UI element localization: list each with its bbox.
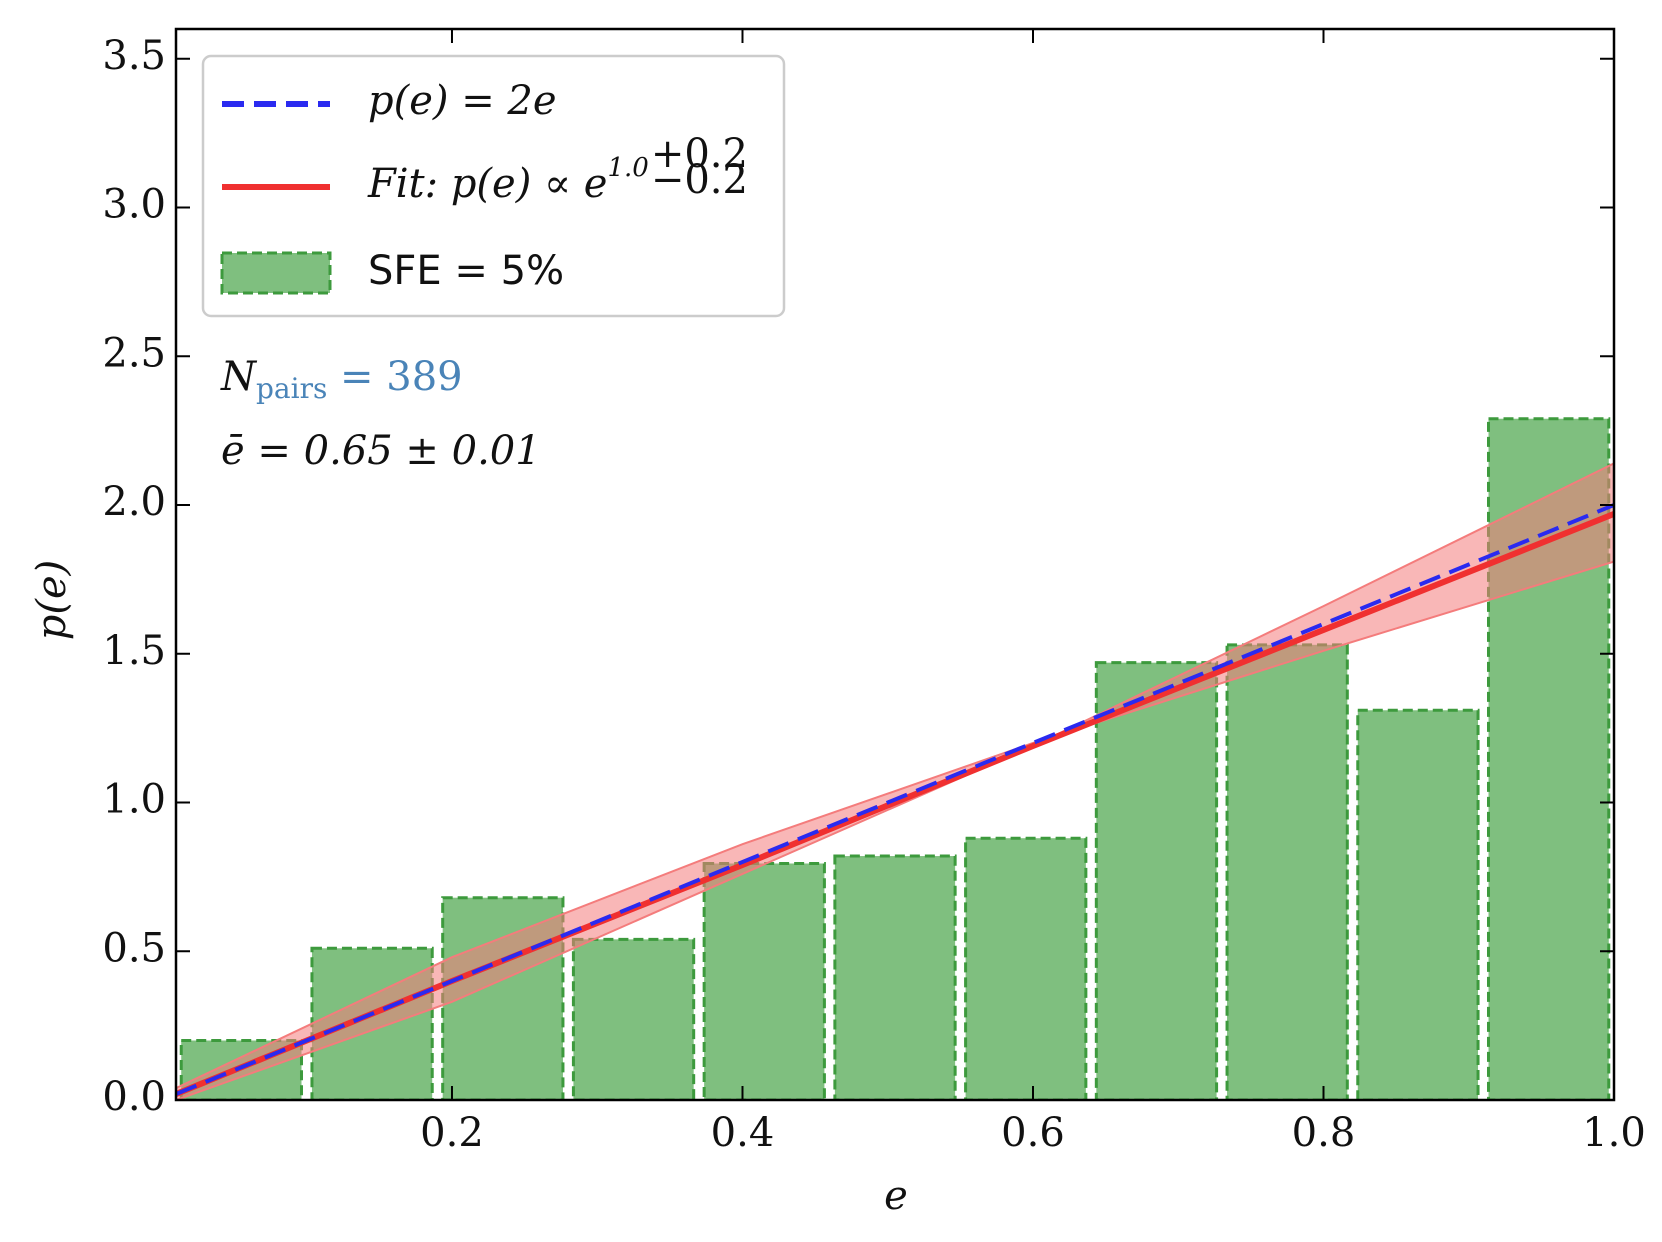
y-axis-label: p(e) [29, 560, 75, 641]
line [176, 503, 1614, 1096]
histogram-bar [702, 861, 826, 1100]
annotation: ē = 0.65 ± 0.01 [221, 428, 541, 474]
y-tick-label: 3.5 [102, 33, 166, 79]
y-tick-label: 3.0 [102, 182, 166, 228]
x-tick-label: 0.8 [1292, 1110, 1356, 1156]
y-tick-label: 0.0 [102, 1074, 166, 1120]
x-tick-label: 0.2 [420, 1110, 484, 1156]
x-tick-label: 0.6 [1001, 1110, 1065, 1156]
legend-box [201, 54, 786, 318]
legend-label: p(e) = 2e [368, 78, 557, 124]
y-tick-label: 1.0 [102, 777, 166, 823]
confidence-band [176, 462, 1614, 1100]
y-tick-label: 2.5 [102, 330, 166, 376]
legend-label: SFE = 5% [368, 248, 564, 294]
y-tick-label: 1.5 [102, 628, 166, 674]
axes-frame [174, 27, 1616, 1102]
legend-swatch [220, 251, 332, 295]
plot-area [176, 417, 1614, 1100]
histogram-bar [1225, 643, 1349, 1100]
histogram-bar [833, 854, 957, 1100]
y-tick-label: 0.5 [102, 925, 166, 971]
annotation-rest: = 389 [327, 354, 462, 400]
annotation-sub: pairs [256, 372, 327, 405]
x-tick-label: 1.0 [1582, 1110, 1646, 1156]
legend-err-plus: +0.2 [651, 131, 748, 177]
x-axis-label: e [884, 1173, 908, 1219]
y-tick-label: 2.0 [102, 479, 166, 525]
annotation: Npairs = 389 [220, 354, 463, 405]
histogram-bar [571, 937, 696, 1100]
histogram-bar [964, 836, 1088, 1100]
x-tick-label: 0.4 [711, 1110, 775, 1156]
histogram-bar [1094, 661, 1219, 1100]
line [176, 511, 1614, 1097]
histogram-bar [1356, 708, 1480, 1100]
legend-err-minus: −0.2 [651, 157, 748, 203]
legend-exponent: 1.0 [607, 153, 648, 183]
legend-label: Fit: p(e) ∝ e1.0 [367, 153, 649, 207]
